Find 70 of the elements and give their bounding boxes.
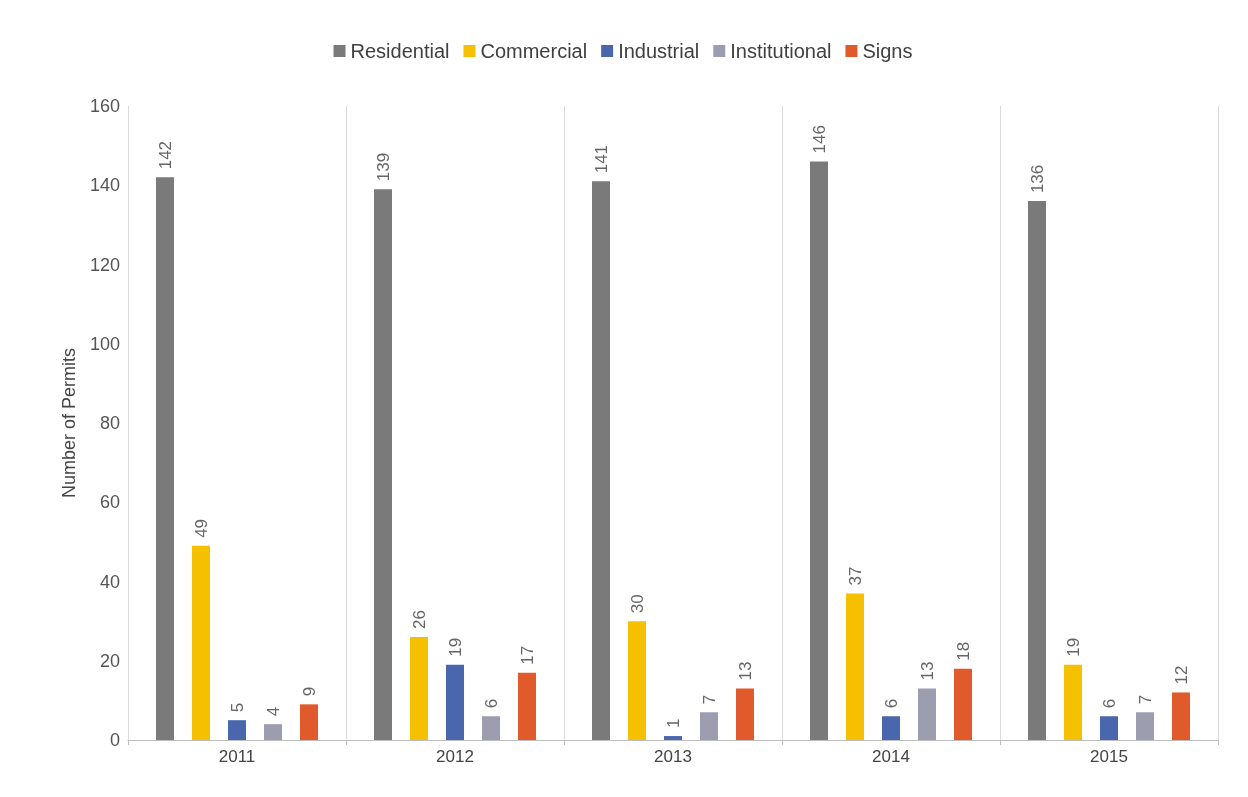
bar [1100,716,1118,740]
bar [882,716,900,740]
data-label: 4 [263,706,283,717]
legend-label: Commercial [480,40,588,62]
bar [482,716,500,740]
y-tick-label: 60 [99,492,120,513]
bar [1028,201,1046,740]
data-label: 13 [917,661,937,681]
data-label: 6 [481,698,501,709]
data-label: 6 [881,698,901,709]
legend-label: Institutional [730,40,832,62]
bar [446,664,464,740]
bar [518,672,536,740]
bar [628,621,646,740]
legend-label: Signs [862,40,913,62]
data-label: 9 [299,686,319,697]
bar [846,593,864,740]
x-tick-label: 2011 [218,747,256,766]
data-label: 49 [191,518,211,538]
bar [736,688,754,740]
bar [264,724,282,740]
data-label: 30 [627,594,647,614]
data-label: 6 [1099,698,1119,709]
y-tick-label: 120 [89,254,120,275]
y-axis-title: Number of Permits [59,347,79,499]
bar [700,712,718,740]
data-label: 1 [663,718,683,729]
bar [192,545,210,740]
data-label: 26 [409,610,429,629]
data-label: 146 [809,125,829,154]
data-label: 5 [227,702,247,713]
data-label: 17 [517,645,537,665]
y-tick-label: 160 [89,96,120,116]
data-label: 139 [373,152,393,182]
bar [810,161,828,740]
data-label: 19 [445,637,465,657]
x-tick-label: 2013 [654,747,692,766]
bar [954,668,972,740]
data-label: 7 [1135,694,1155,705]
y-tick-label: 20 [99,650,120,671]
data-label: 18 [953,641,973,661]
legend-label: Residential [350,40,450,62]
x-tick-label: 2015 [1090,747,1128,766]
bar [410,636,428,740]
bar [664,736,682,740]
bar [1136,712,1154,740]
y-tick-label: 40 [99,571,120,592]
data-label: 136 [1027,164,1047,194]
y-tick-label: 140 [89,175,120,196]
data-label: 12 [1171,665,1191,685]
x-tick-label: 2014 [872,747,910,766]
bar [1064,664,1082,740]
bar [156,177,174,740]
bar [1172,692,1190,740]
x-tick-label: 2012 [436,747,474,766]
y-tick-label: 100 [89,333,120,354]
data-label: 13 [735,661,755,681]
bar [300,704,318,740]
y-tick-label: 80 [99,413,120,433]
bar [228,720,246,740]
bar [918,688,936,740]
data-label: 37 [845,566,865,586]
y-tick-label: 0 [109,730,120,750]
legend-label: Industrial [618,40,700,62]
data-label: 141 [591,144,611,174]
data-label: 19 [1063,637,1083,657]
data-label: 7 [699,694,719,705]
bar [592,181,610,740]
data-label: 142 [155,140,175,170]
bar [374,189,392,740]
